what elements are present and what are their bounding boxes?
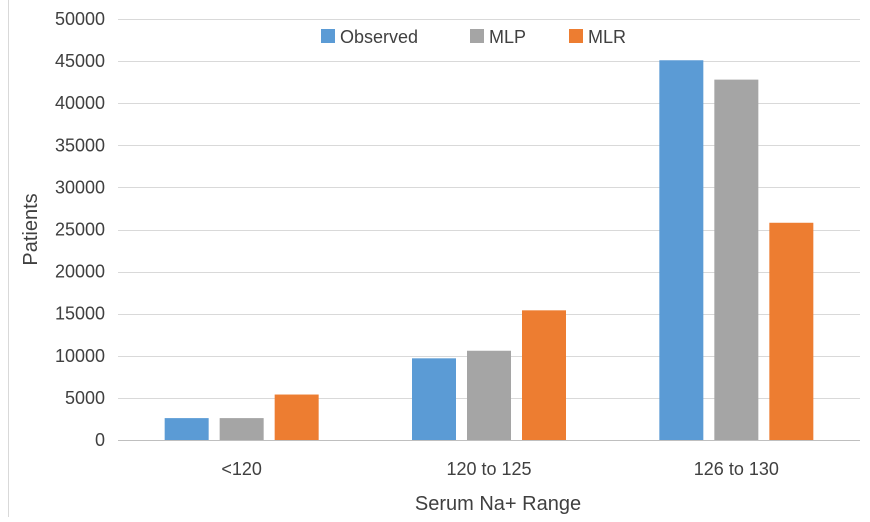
bar-mlr (522, 310, 566, 440)
y-tick-label: 50000 (55, 9, 105, 29)
y-tick-label: 25000 (55, 220, 105, 240)
y-tick-label: 35000 (55, 135, 105, 155)
bars (164, 60, 814, 441)
bar-observed (164, 418, 209, 440)
bar-mlr (274, 394, 319, 440)
y-tick-label: 30000 (55, 177, 105, 197)
bar-mlp (219, 418, 264, 440)
legend-swatch-observed (321, 29, 335, 43)
y-tick-label: 10000 (55, 346, 105, 366)
y-axis-ticks: 0 5000 10000 15000 20000 25000 30000 35000 40000… (55, 9, 105, 450)
y-axis-title: Patients (20, 193, 42, 265)
gridlines (118, 19, 860, 399)
x-tick-label: <120 (221, 459, 262, 479)
y-tick-label: 45000 (55, 51, 105, 71)
x-axis-title: Serum Na+ Range (415, 493, 581, 515)
legend-swatch-mlp (470, 29, 484, 43)
y-tick-label: 20000 (55, 262, 105, 282)
x-tick-label: 120 to 125 (446, 459, 531, 479)
legend-label: MLP (489, 27, 526, 47)
legend-label: Observed (340, 27, 418, 47)
legend-swatch-mlr (569, 29, 583, 43)
bar-mlp (467, 350, 511, 440)
legend-label: MLR (588, 27, 626, 47)
legend: Observed MLP MLR (321, 27, 626, 47)
bar-observed (412, 358, 456, 440)
bar-mlr (769, 222, 814, 440)
y-tick-label: 0 (95, 430, 105, 450)
y-tick-label: 40000 (55, 93, 105, 113)
x-tick-label: 126 to 130 (694, 459, 779, 479)
y-tick-label: 5000 (65, 388, 105, 408)
bar-mlp (714, 79, 759, 441)
x-axis-ticks: <120 120 to 125 126 to 130 (221, 459, 778, 479)
y-tick-label: 15000 (55, 304, 105, 324)
bar-observed (659, 60, 704, 441)
